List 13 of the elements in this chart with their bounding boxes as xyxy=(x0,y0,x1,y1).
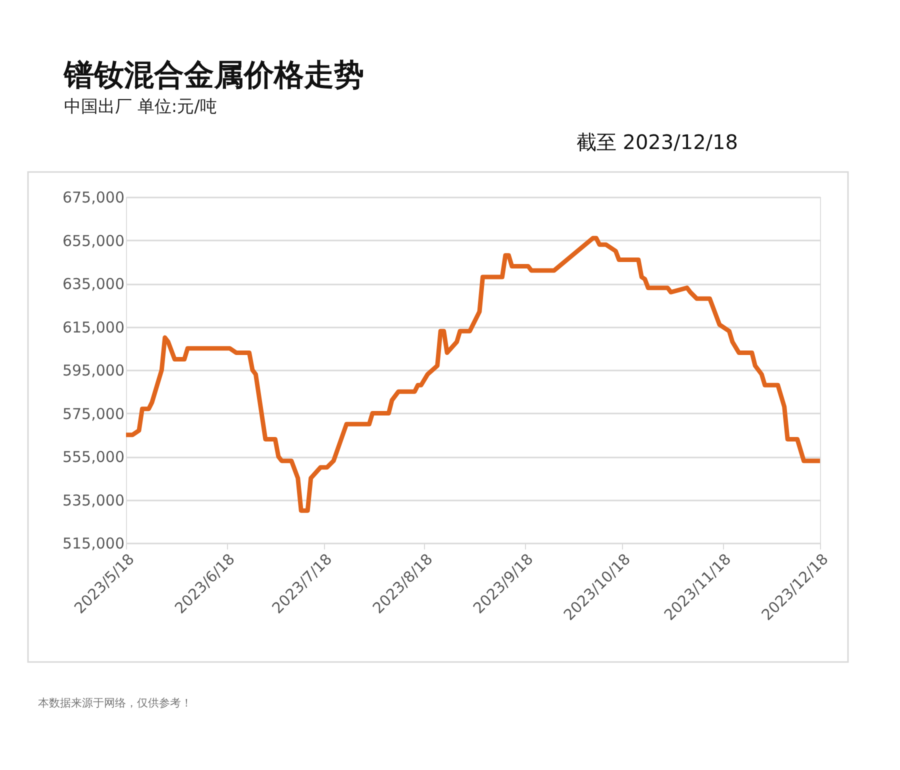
y-tick-label: 655,000 xyxy=(62,232,124,250)
y-tick-label: 675,000 xyxy=(62,188,124,206)
y-tick-label: 635,000 xyxy=(62,275,124,293)
chart-title: 镨钕混合金属价格走势 xyxy=(63,58,364,93)
y-tick-label: 535,000 xyxy=(62,491,124,510)
y-tick-label: 515,000 xyxy=(62,534,124,552)
y-tick-label: 575,000 xyxy=(62,404,124,423)
chart-subtitle: 中国出厂 单位:元/吨 xyxy=(64,97,217,117)
text: 截至 2023/12/18 xyxy=(576,130,738,154)
y-tick-label: 595,000 xyxy=(62,362,124,380)
text: 本数据来源于网络，仅供参考！ xyxy=(38,696,192,710)
y-tick-label: 615,000 xyxy=(62,318,124,336)
y-tick-label: 555,000 xyxy=(62,448,124,466)
